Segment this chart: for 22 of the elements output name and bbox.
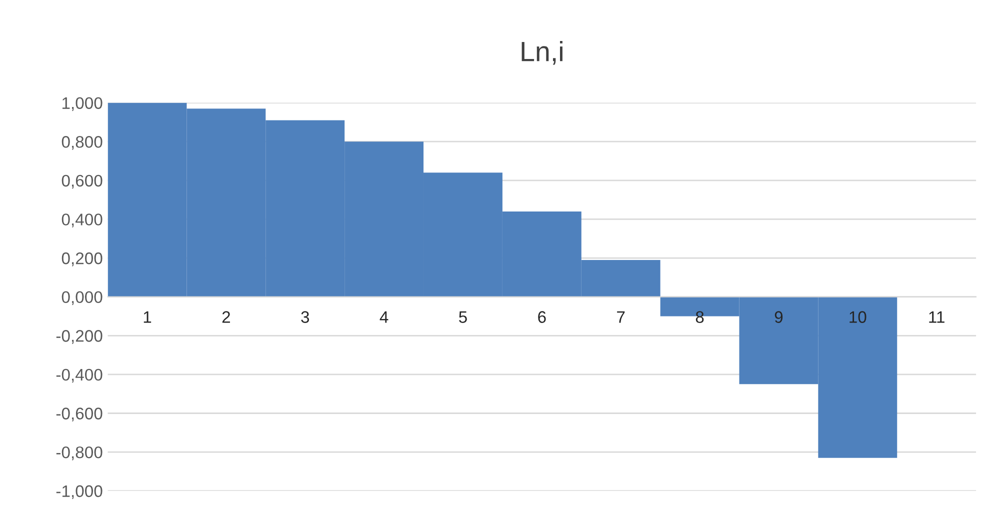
y-tick-label: 0,800 bbox=[62, 136, 102, 150]
y-tick-label: -0,200 bbox=[56, 330, 102, 344]
y-tick-label: -1,000 bbox=[56, 485, 102, 500]
x-tick-label: 1 bbox=[144, 311, 152, 323]
y-tick-label: -0,800 bbox=[56, 446, 102, 460]
x-tick-label: 5 bbox=[459, 311, 467, 323]
y-tick-label: 0,600 bbox=[62, 174, 102, 189]
chart-title: Ln,i bbox=[522, 41, 562, 65]
x-tick-label: 3 bbox=[301, 311, 310, 323]
y-tick-label: 1,000 bbox=[62, 97, 102, 111]
x-tick-label: 9 bbox=[774, 311, 783, 323]
y-tick-label: 0,200 bbox=[62, 252, 102, 266]
x-tick-label: 10 bbox=[850, 311, 866, 323]
y-tick-label: -0,600 bbox=[56, 408, 102, 422]
x-tick-label: 2 bbox=[222, 311, 230, 323]
y-tick-label: -0,400 bbox=[56, 368, 102, 383]
x-tick-label: 4 bbox=[380, 311, 388, 323]
y-tick-label: 0,000 bbox=[62, 291, 102, 306]
x-tick-label: 11 bbox=[929, 311, 944, 323]
y-tick-label: 0,400 bbox=[62, 214, 102, 228]
x-tick-label: 6 bbox=[538, 311, 546, 323]
x-tick-label: 7 bbox=[617, 311, 625, 323]
